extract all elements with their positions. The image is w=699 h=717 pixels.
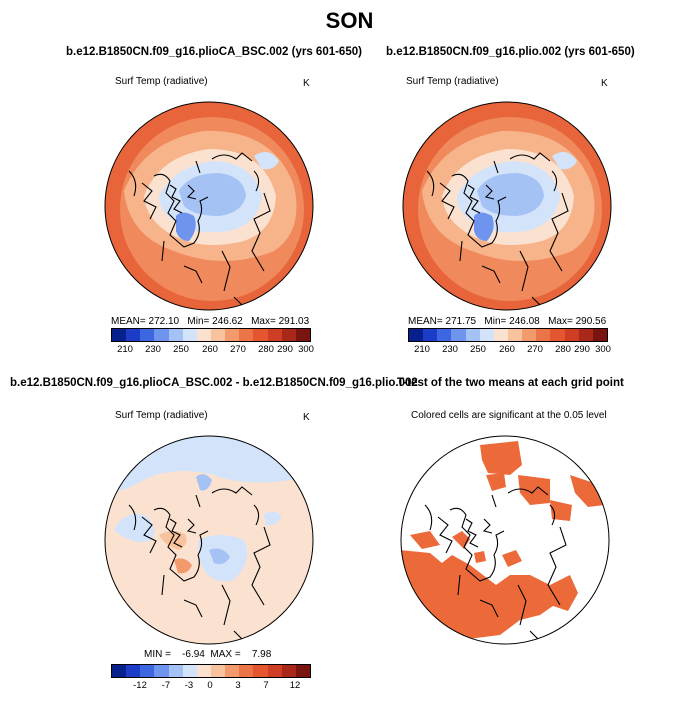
panel-3-colorbar [111,664,311,678]
tick-label: -7 [161,680,171,691]
tick-label: 12 [289,680,301,691]
tick-label: -12 [133,680,147,691]
tick-label: 7 [263,680,269,691]
panel-1-units-label: K [303,78,310,89]
panel-2-colorbar-ticks: 210 230 250 260 270 280 290 300 [408,344,611,356]
significant-cells [401,441,605,640]
tick-label: 300 [595,344,611,355]
panel-1-variable-label: Surf Temp (radiative) [115,76,208,87]
coastline [128,486,271,640]
panel-3-title: b.e12.B1850CN.f09_g16.plioCA_BSC.002 - b… [10,377,418,389]
tick-label: 210 [414,344,430,355]
tick-label: 230 [145,344,161,355]
panel-1-colorbar [111,328,311,342]
tick-label: 300 [298,344,314,355]
tick-label: 280 [555,344,571,355]
tick-label: 0 [207,680,213,691]
panel-2-units-label: K [601,78,608,89]
coastline [424,486,567,640]
greenland-warm-anomaly [174,558,192,574]
tick-label: 250 [470,344,486,355]
tick-label: 260 [202,344,218,355]
map-border [104,101,314,311]
tick-label: 260 [499,344,515,355]
tick-label: -3 [184,680,194,691]
panel-2-colorbar [408,328,608,342]
panel-1-polar-map [104,101,314,311]
panel-2-title: b.e12.B1850CN.f09_g16.plio.002 (yrs 601-… [386,46,635,58]
panel-3-stats: MIN = -6.94 MAX = 7.98 [144,649,272,660]
panel-3-units-label: K [303,412,310,423]
tick-label: 250 [173,344,189,355]
tick-label: 3 [235,680,241,691]
greenland-cold-core [176,212,196,241]
panel-2-variable-label: Surf Temp (radiative) [406,76,499,87]
panel-3-polar-map [104,435,314,645]
panel-3-variable-label: Surf Temp (radiative) [115,410,208,421]
tick-label: 230 [442,344,458,355]
tick-label: 270 [527,344,543,355]
panel-4-title: T-test of the two means at each grid poi… [397,377,624,389]
tick-label: 210 [117,344,133,355]
coastline [128,152,271,306]
tick-label: 290 [277,344,293,355]
season-title: SON [325,8,374,33]
panel-2-stats: MEAN= 271.75 Min= 246.08 Max= 290.56 [408,316,607,327]
coastline [426,152,569,306]
tick-label: 270 [230,344,246,355]
tick-label: 280 [258,344,274,355]
panel-1-stats: MEAN= 272.10 Min= 246.62 Max= 291.03 [111,316,310,327]
panel-4-subtitle: Colored cells are significant at the 0.0… [411,410,607,421]
panel-3-colorbar-ticks: -12 -7 -3 0 3 7 12 [111,680,309,692]
panel-1-colorbar-ticks: 210 230 250 260 270 280 290 300 [111,344,314,356]
panel-1-title: b.e12.B1850CN.f09_g16.plioCA_BSC.002 (yr… [66,46,362,58]
panel-4-significance-map [400,435,610,645]
tick-label: 290 [574,344,590,355]
panel-2-polar-map [402,101,612,311]
